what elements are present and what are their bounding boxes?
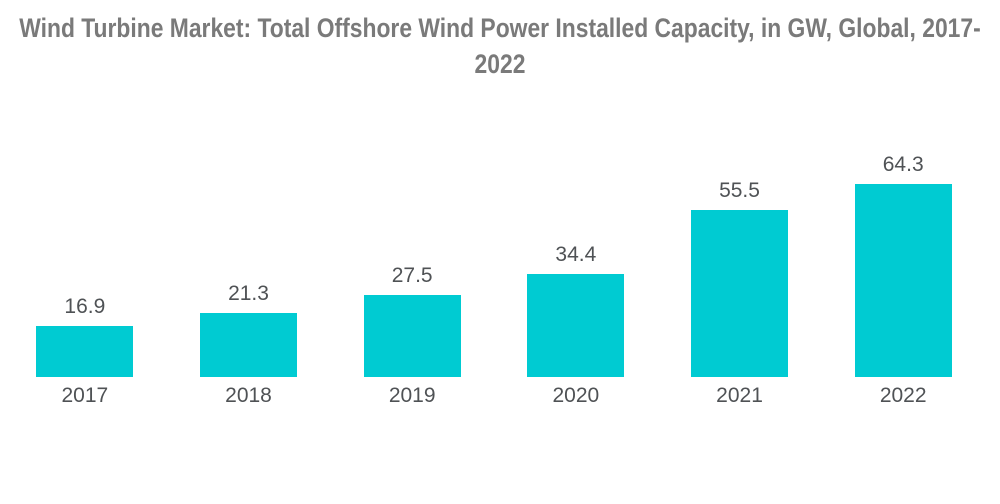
bar-group: 27.5 [330, 263, 494, 377]
bar [527, 273, 625, 377]
bar-group: 21.3 [167, 282, 331, 377]
x-axis-tick-label: 2019 [388, 384, 436, 407]
x-axis-tick-label: 2020 [552, 384, 600, 407]
bar-group: 64.3 [821, 153, 985, 377]
bar-value-label: 16.9 [64, 295, 106, 319]
bar-value-label: 64.3 [882, 153, 924, 176]
bar [36, 326, 134, 377]
bar [363, 294, 461, 377]
x-axis-tick-label: 2017 [61, 384, 109, 407]
x-axis-tick-label: 2018 [225, 384, 272, 407]
bar-group: 34.4 [494, 243, 658, 377]
bar-value-label: 21.3 [228, 282, 269, 306]
x-axis-tick-label: 2022 [879, 384, 927, 407]
bar [691, 210, 789, 377]
bar-value-label: 55.5 [719, 179, 760, 203]
bar [854, 184, 952, 377]
bar-group: 16.9 [3, 295, 167, 377]
x-axis-tick-label: 2021 [716, 384, 763, 407]
x-axis: 2017 2018 2019 2020 2021 2022 [3, 377, 985, 408]
bar-value-label: 34.4 [555, 242, 597, 266]
plot-area: 16.9 21.3 27.5 34.4 55.5 64.3 [3, 0, 985, 377]
bar-group: 55.5 [658, 179, 822, 377]
chart-title: Wind Turbine Market: Total Offshore Wind… [19, 13, 981, 79]
bar-value-label: 27.5 [391, 263, 433, 287]
bar [200, 313, 297, 377]
